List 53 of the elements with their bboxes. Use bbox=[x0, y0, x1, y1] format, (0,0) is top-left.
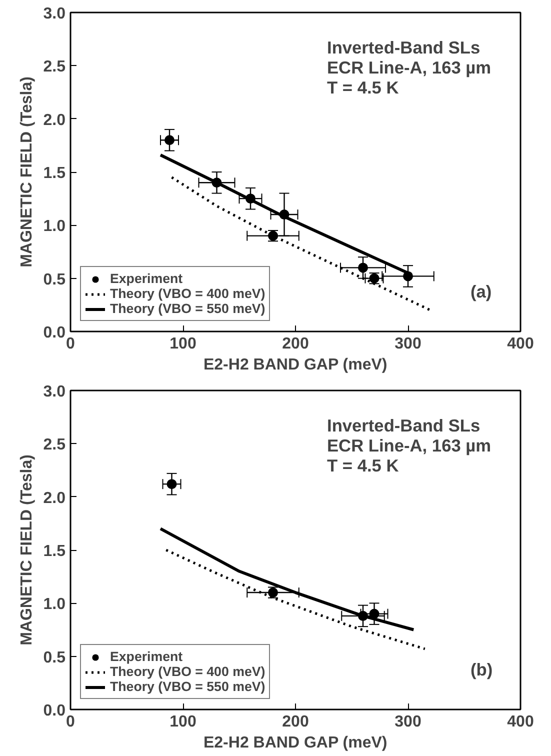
annotation: Inverted-Band SLs bbox=[327, 416, 480, 436]
y-tick-label: 2.0 bbox=[43, 112, 66, 129]
y-axis-title: MAGNETIC FIELD (Tesla) bbox=[18, 454, 36, 646]
legend-label: Theory (VBO = 550 meV) bbox=[110, 679, 266, 694]
y-tick-label: 0.0 bbox=[43, 702, 66, 720]
x-tick-label: 100 bbox=[170, 714, 196, 730]
annotation: ECR Line-A, 163 µm bbox=[327, 436, 492, 456]
y-tick-label: 3.0 bbox=[43, 384, 66, 400]
x-tick-label: 0 bbox=[66, 336, 76, 352]
y-axis-title: MAGNETIC FIELD (Tesla) bbox=[18, 76, 36, 268]
point bbox=[212, 178, 222, 188]
annotation: T = 4.5 K bbox=[327, 78, 400, 98]
y-tick-label: 3.0 bbox=[43, 6, 66, 22]
x-tick-label: 300 bbox=[394, 336, 422, 352]
legend-label: Experiment bbox=[110, 271, 183, 286]
point bbox=[358, 262, 368, 273]
x-tick-label: 400 bbox=[507, 714, 534, 730]
y-tick-label: 2.5 bbox=[43, 436, 66, 454]
point bbox=[358, 610, 368, 621]
y-tick-label: 1.0 bbox=[43, 596, 66, 614]
line-series bbox=[164, 548, 426, 650]
point bbox=[369, 608, 380, 619]
y-tick-label: 1.0 bbox=[43, 218, 66, 236]
point bbox=[279, 210, 290, 220]
x-tick-label: 200 bbox=[282, 714, 309, 730]
point bbox=[166, 479, 177, 490]
y-tick-label: 0.5 bbox=[43, 271, 66, 288]
x-axis-title: E2-H2 BAND GAP (meV) bbox=[203, 356, 388, 374]
y-tick-label: 0.0 bbox=[43, 324, 66, 342]
point bbox=[403, 271, 413, 282]
y-tick-label: 2.5 bbox=[43, 58, 66, 76]
x-tick-label: 400 bbox=[507, 336, 534, 352]
annotation: (a) bbox=[470, 282, 492, 302]
annotation: (b) bbox=[470, 660, 493, 680]
point bbox=[164, 135, 174, 146]
legend-label: Experiment bbox=[110, 649, 183, 664]
y-tick-label: 1.5 bbox=[43, 543, 66, 560]
point bbox=[246, 194, 256, 204]
y-tick-label: 0.5 bbox=[43, 649, 66, 666]
legend-label: Theory (VBO = 400 meV) bbox=[110, 286, 266, 301]
legend-label: Theory (VBO = 550 meV) bbox=[110, 301, 266, 316]
x-tick-label: 300 bbox=[394, 714, 422, 730]
x-tick-label: 0 bbox=[66, 714, 76, 730]
y-tick-label: 2.0 bbox=[43, 490, 66, 507]
annotation: ECR Line-A, 163 µm bbox=[327, 58, 492, 78]
annotation: T = 4.5 K bbox=[327, 456, 400, 476]
x-axis-title: E2-H2 BAND GAP (meV) bbox=[203, 734, 388, 752]
x-tick-label: 200 bbox=[282, 336, 309, 352]
annotation: Inverted-Band SLs bbox=[327, 38, 480, 58]
line-series bbox=[159, 527, 416, 632]
legend-label: Theory (VBO = 400 meV) bbox=[110, 664, 266, 679]
x-tick-label: 100 bbox=[170, 336, 196, 352]
y-tick-label: 1.5 bbox=[43, 165, 66, 182]
